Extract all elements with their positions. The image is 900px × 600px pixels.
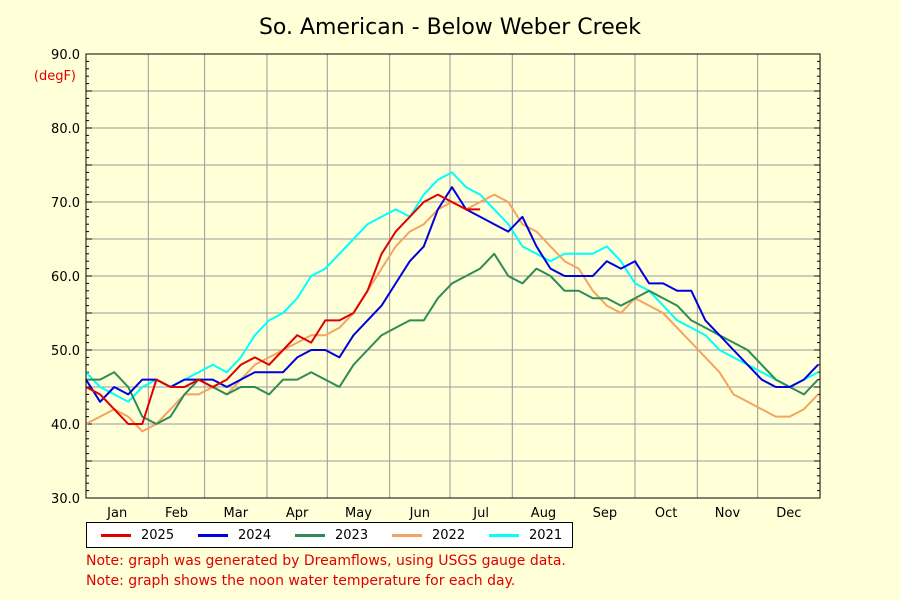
- y-tick-label: 90.0: [51, 48, 80, 63]
- y-tick-label: 80.0: [51, 122, 80, 137]
- legend-item-2024: 2024: [184, 528, 281, 543]
- legend: 2025 2024 2023 2022 2021: [86, 522, 573, 548]
- legend-swatch: [198, 533, 228, 537]
- x-tick-label: Jul: [472, 506, 489, 520]
- legend-swatch: [392, 533, 422, 537]
- x-tick-label: May: [345, 506, 372, 520]
- month-labels: Jan Feb Mar Apr May Jun Jul Aug Sep Oct Nov Dec: [106, 506, 801, 520]
- y-tick-label: 30.0: [51, 492, 80, 507]
- legend-label: 2024: [238, 527, 272, 543]
- note-source: Note: graph was generated by Dreamflows,…: [86, 553, 566, 569]
- x-tick-label: Sep: [593, 506, 618, 520]
- chart-title: So. American - Below Weber Creek: [259, 15, 641, 40]
- y-tick-label: 70.0: [51, 196, 80, 211]
- y-tick-label: 60.0: [51, 270, 80, 285]
- legend-item-2022: 2022: [378, 528, 475, 543]
- legend-swatch: [489, 533, 519, 537]
- legend-item-2021: 2021: [475, 528, 572, 543]
- x-tick-label: Aug: [531, 506, 556, 520]
- plot-frame: [85, 53, 821, 499]
- x-tick-label: Mar: [224, 506, 249, 520]
- legend-label: 2022: [432, 527, 466, 543]
- series-lines: [85, 171, 819, 433]
- legend-swatch: [295, 533, 325, 537]
- legend-label: 2023: [335, 527, 369, 543]
- series-line-2025: [85, 193, 481, 425]
- y-tick-label: 40.0: [51, 418, 80, 433]
- x-tick-label: Oct: [655, 506, 677, 520]
- y-tick-label: 50.0: [51, 344, 80, 359]
- x-tick-label: Jun: [409, 506, 430, 520]
- legend-item-2023: 2023: [281, 528, 378, 543]
- chart: So. American - Below Weber Creek (degF) …: [34, 15, 821, 520]
- series-line-2024: [85, 186, 819, 403]
- legend-label: 2021: [529, 527, 563, 543]
- x-tick-label: Dec: [776, 506, 801, 520]
- legend-item-2025: 2025: [87, 528, 184, 543]
- x-tick-label: Apr: [286, 506, 309, 520]
- x-tick-label: Nov: [715, 506, 741, 520]
- y-tick-labels: 90.0 80.0 70.0 60.0 50.0 40.0 30.0: [51, 48, 80, 507]
- y-axis-label: (degF): [34, 69, 76, 84]
- legend-swatch: [101, 533, 131, 537]
- series-line-2021: [85, 171, 819, 403]
- legend-label: 2025: [141, 527, 175, 543]
- x-tick-label: Jan: [106, 506, 127, 520]
- grid: [86, 53, 820, 499]
- x-tick-label: Feb: [165, 506, 188, 520]
- note-noon: Note: graph shows the noon water tempera…: [86, 573, 516, 589]
